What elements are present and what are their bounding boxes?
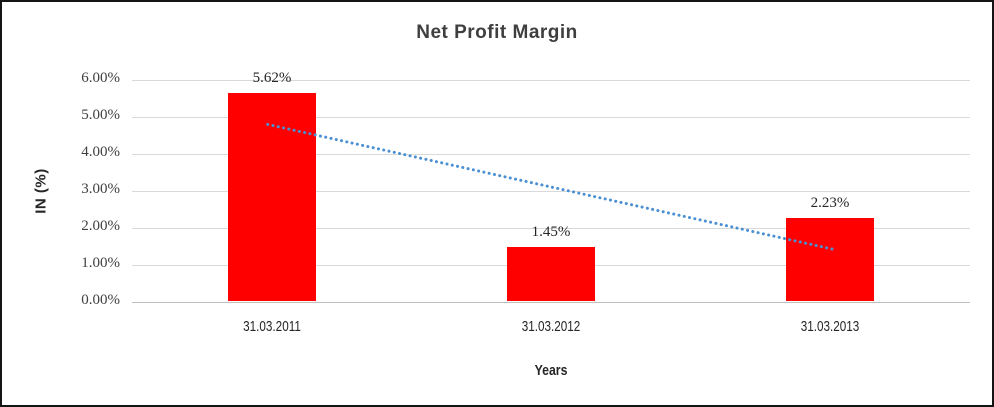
bar-31.03.2013 <box>786 218 874 301</box>
bar-31.03.2011 <box>228 93 316 301</box>
trendline <box>266 122 834 251</box>
y-axis-tick-label: 2.00% <box>81 218 120 234</box>
gridline <box>132 117 970 118</box>
x-axis-tick-label: 31.03.2012 <box>521 318 581 335</box>
bar-value-label: 1.45% <box>531 224 571 240</box>
gridline <box>132 302 970 303</box>
plot-area: 5.62% 1.45% 2.23% <box>132 70 970 303</box>
x-axis-tick-label: 31.03.2011 <box>243 318 301 335</box>
y-axis-tick-label: 1.00% <box>81 255 120 271</box>
bar-value-label: 2.23% <box>810 195 850 211</box>
gridline <box>132 154 970 155</box>
y-axis-tick-label: 0.00% <box>81 292 120 308</box>
y-axis-tick-label: 6.00% <box>81 70 120 86</box>
bar-value-label: 5.62% <box>252 70 292 86</box>
y-axis-tick-label: 3.00% <box>81 181 120 197</box>
bar-31.03.2012 <box>507 247 595 301</box>
gridline <box>132 228 970 229</box>
trendline-layer <box>266 122 834 251</box>
y-axis-tick-label: 4.00% <box>81 144 120 160</box>
gridline <box>132 191 970 192</box>
x-axis-title: Years <box>534 362 568 379</box>
gridline <box>132 80 970 81</box>
x-axis-tick-label: 31.03.2013 <box>800 318 860 335</box>
chart-title: Net Profit Margin <box>416 22 578 43</box>
y-axis-tick-label: 5.00% <box>81 107 120 123</box>
